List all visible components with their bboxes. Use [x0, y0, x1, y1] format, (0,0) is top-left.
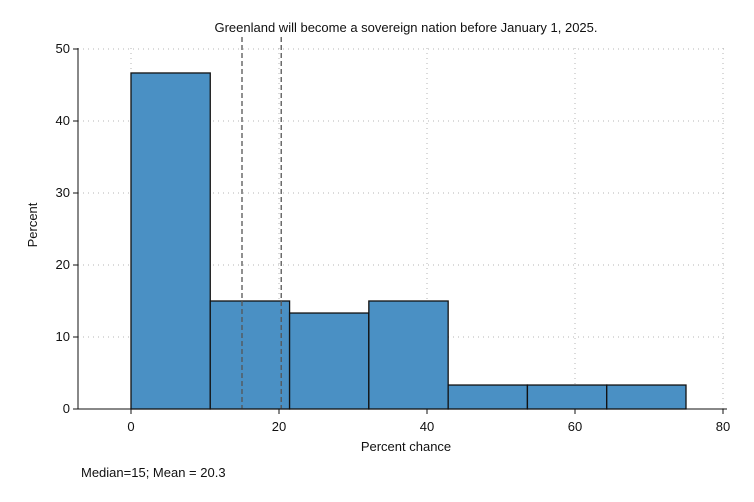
y-axis-title: Percent — [25, 202, 40, 247]
histogram-bar-5 — [447, 384, 529, 410]
reference-lines — [241, 37, 282, 409]
axes — [73, 48, 727, 414]
y-tick-label: 30 — [56, 185, 70, 200]
x-tick-label: 60 — [568, 419, 582, 434]
x-tick-label: 20 — [272, 419, 286, 434]
histogram-bar-2 — [209, 300, 291, 410]
x-tick-label: 0 — [127, 419, 134, 434]
histogram-bar-7 — [606, 384, 687, 410]
x-tick-label: 40 — [420, 419, 434, 434]
histogram-bar-6 — [526, 384, 608, 410]
y-tick-label: 0 — [63, 401, 70, 416]
y-tick-label: 40 — [56, 113, 70, 128]
x-axis-title: Percent chance — [361, 439, 451, 454]
tick-labels: 0 10 20 30 40 50 0 20 40 60 80 — [56, 41, 731, 434]
chart-title: Greenland will become a sovereign nation… — [214, 20, 597, 35]
histogram-bar-4 — [368, 300, 449, 410]
histogram-bar-3 — [288, 312, 370, 410]
histogram-bar-1 — [130, 72, 211, 410]
summary-note: Median=15; Mean = 20.3 — [81, 465, 226, 480]
y-tick-label: 10 — [56, 329, 70, 344]
x-tick-label: 80 — [716, 419, 730, 434]
histogram-bars — [130, 72, 687, 410]
y-tick-label: 50 — [56, 41, 70, 56]
y-tick-label: 20 — [56, 257, 70, 272]
